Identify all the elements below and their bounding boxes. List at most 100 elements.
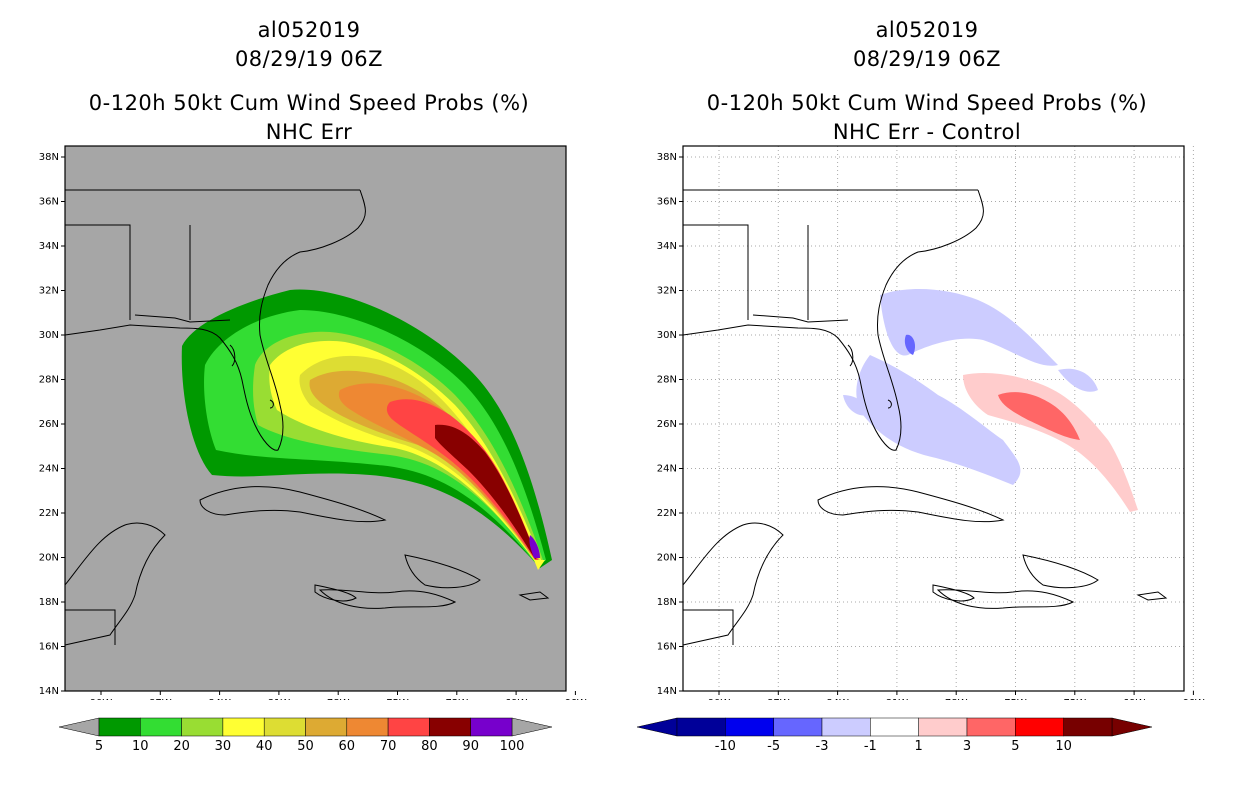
colorbar-swatch — [1063, 717, 1113, 737]
storm-id: al052019 — [875, 18, 979, 42]
colorbar-swatch — [222, 717, 265, 737]
lat-label: 26N — [39, 419, 59, 430]
lat-label: 24N — [39, 464, 59, 475]
probability-map: 38N36N34N32N30N28N26N24N22N20N18N16N14N … — [39, 145, 587, 700]
lat-label: 26N — [657, 419, 677, 430]
datetime: 08/29/19 06Z — [852, 47, 1002, 71]
lat-label: 32N — [657, 286, 677, 297]
lon-label: 72W — [445, 698, 468, 700]
chart-subtitle: NHC Err - Control — [832, 120, 1022, 144]
colorbar: -10 -5 -3 -1 1 3 5 10 — [636, 717, 1153, 754]
colorbar-swatch — [725, 717, 774, 737]
colorbar-swatch — [429, 717, 471, 737]
coastlines — [682, 189, 1168, 646]
colorbar-label: 10 — [1055, 739, 1072, 754]
colorbar-arrow-left — [636, 717, 678, 737]
colorbar-label: 30 — [215, 739, 232, 754]
lon-label: 69W — [1123, 698, 1146, 700]
colorbar-swatch — [966, 717, 1016, 737]
lat-label: 28N — [39, 375, 59, 386]
colorbar-label: 80 — [421, 739, 438, 754]
lat-label: 34N — [39, 241, 59, 252]
lon-label: 66W — [564, 698, 587, 700]
colorbar-label: 10 — [132, 739, 149, 754]
lat-label: 22N — [657, 508, 677, 519]
lat-label: 38N — [39, 152, 59, 163]
chart-subtitle: NHC Err — [265, 120, 353, 144]
lat-label: 18N — [657, 597, 677, 608]
colorbar-swatch — [1015, 717, 1064, 737]
coastlines — [64, 189, 550, 646]
lon-label: 81W — [268, 698, 291, 700]
colorbar-arrow-left — [58, 717, 100, 737]
colorbar-swatch — [305, 717, 348, 737]
lat-label: 22N — [39, 508, 59, 519]
colorbar-swatch — [676, 717, 726, 737]
colorbar-swatch — [387, 717, 430, 737]
lat-label: 32N — [39, 286, 59, 297]
lat-label: 20N — [657, 553, 677, 564]
colorbar-label: 3 — [963, 739, 971, 754]
lat-label: 14N — [657, 686, 677, 697]
lat-label: 24N — [657, 464, 677, 475]
lat-label: 36N — [657, 197, 677, 208]
colorbar-label: 20 — [173, 739, 190, 754]
colorbar-label: 70 — [380, 739, 397, 754]
map-frame — [682, 145, 1185, 692]
chart-title: 0-120h 50kt Cum Wind Speed Probs (%) — [88, 91, 530, 115]
lat-label: 14N — [39, 686, 59, 697]
lon-label: 75W — [386, 698, 409, 700]
colorbar-label: 50 — [297, 739, 314, 754]
lon-label: 69W — [505, 698, 528, 700]
colorbar-swatch — [918, 717, 968, 737]
colorbar-label: -1 — [864, 739, 877, 754]
colorbar-swatch — [773, 717, 823, 737]
lon-label: 87W — [149, 698, 172, 700]
lat-axis: 38N 36N 34N 32N 30N 28N 26N 24N 22N 20N 18N 16N 14N — [657, 152, 683, 697]
colorbar-label: 90 — [462, 739, 479, 754]
lon-label: 75W — [1004, 698, 1027, 700]
lon-label: 72W — [1063, 698, 1086, 700]
colorbar-swatch — [140, 717, 182, 737]
lat-label: 30N — [657, 330, 677, 341]
lat-label: 20N — [39, 553, 59, 564]
difference-shading — [843, 288, 1138, 512]
lon-label: 78W — [945, 698, 968, 700]
colorbar-swatch — [470, 717, 513, 737]
colorbar-swatch — [346, 717, 389, 737]
lat-label: 38N — [657, 152, 677, 163]
right-panel: al052019 08/29/19 06Z 0-120h 50kt Cum Wi… — [618, 0, 1236, 800]
colorbar-swatch — [263, 717, 306, 737]
difference-map: 38N36N34N32N30N28N26N24N22N20N18N16N14N … — [657, 145, 1205, 700]
lon-label: 90W — [90, 698, 113, 700]
colorbar-swatch — [821, 717, 871, 737]
colorbar-label: 60 — [339, 739, 356, 754]
lon-axis: 90W 87W 84W 81W 78W 75W 72W 69W 66W — [708, 691, 1205, 700]
map-frame — [64, 145, 567, 692]
storm-id: al052019 — [257, 18, 361, 42]
lon-label: 84W — [826, 698, 849, 700]
lat-label: 30N — [39, 330, 59, 341]
colorbar-label: 100 — [500, 739, 525, 754]
lon-label: 78W — [327, 698, 350, 700]
lon-label: 87W — [767, 698, 790, 700]
colorbar-arrow-right — [1111, 717, 1153, 737]
colorbar-label: -10 — [715, 739, 736, 754]
colorbar-swatch — [181, 717, 224, 737]
lat-label: 16N — [39, 642, 59, 653]
lat-label: 16N — [657, 642, 677, 653]
colorbar-label: -3 — [816, 739, 829, 754]
lat-axis: 38N 36N 34N 32N 30N 28N 26N 24N 22N 20N 18N 16N 14N — [39, 152, 65, 697]
chart-title: 0-120h 50kt Cum Wind Speed Probs (%) — [706, 91, 1148, 115]
datetime: 08/29/19 06Z — [234, 47, 384, 71]
lat-label: 34N — [657, 241, 677, 252]
colorbar-label: -5 — [767, 739, 780, 754]
colorbar-label: 1 — [915, 739, 923, 754]
lon-label: 90W — [708, 698, 731, 700]
colorbar-swatch — [98, 717, 141, 737]
colorbar-label: 40 — [256, 739, 273, 754]
left-panel: al052019 08/29/19 06Z 0-120h 50kt Cum Wi… — [39, 18, 587, 754]
lon-label: 84W — [208, 698, 231, 700]
lon-label: 66W — [1182, 698, 1205, 700]
lat-label: 18N — [39, 597, 59, 608]
